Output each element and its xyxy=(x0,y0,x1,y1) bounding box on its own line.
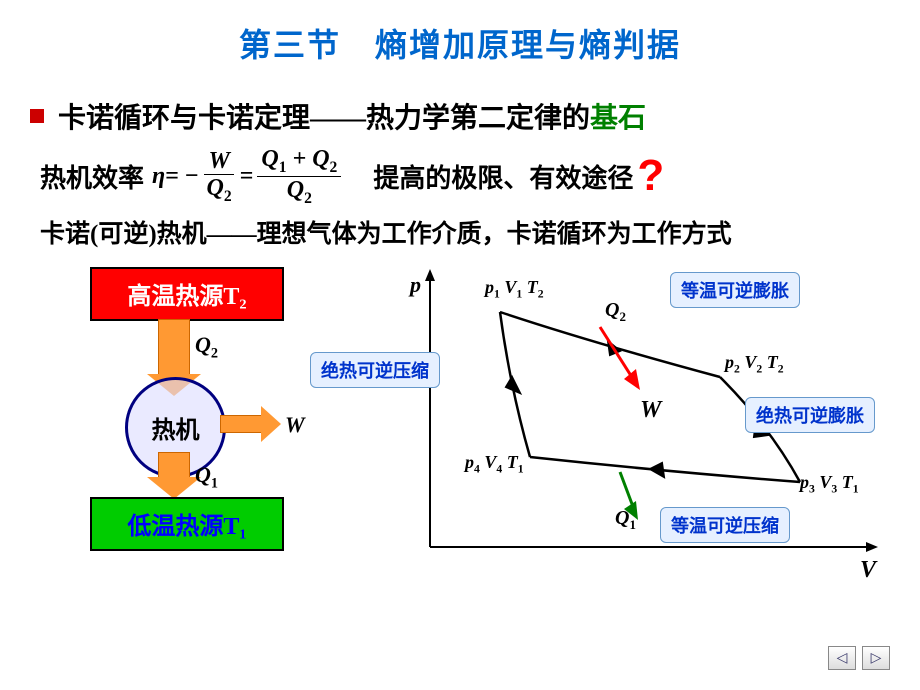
line1-highlight: 基石 xyxy=(590,103,646,134)
axis-label-v: V xyxy=(860,557,876,584)
label-q2: Q2 xyxy=(195,332,218,362)
reservoir-diagram: 高温热源T₂ 热机 低温热源T₁ Q2 Q1 W xyxy=(30,257,370,567)
frac2: Q1 + Q2 Q2 xyxy=(257,146,341,207)
point-2: p2 V2 T2 xyxy=(725,352,784,376)
q2-arrow-head xyxy=(624,369,640,390)
frac2-num: Q1 + Q2 xyxy=(257,146,341,177)
callout-adiabatic-compress: 绝热可逆压缩 xyxy=(310,352,440,388)
arrow-q2 xyxy=(158,319,190,379)
efficiency-formula: η = − W Q2 = Q1 + Q2 Q2 xyxy=(152,146,345,207)
callout-isothermal-expand: 等温可逆膨胀 xyxy=(670,272,800,308)
line1-a: 卡诺循环与卡诺定理——热力学第二定律的 xyxy=(58,103,590,134)
point-4: p4 V4 T1 xyxy=(465,452,524,476)
next-button[interactable]: ▷ xyxy=(862,646,890,670)
frac1-num: W xyxy=(204,148,233,175)
question-mark-icon: ? xyxy=(637,151,664,201)
frac1: W Q2 xyxy=(203,148,236,205)
label-q2-chart: Q2 xyxy=(605,299,626,325)
label-w: W xyxy=(285,412,305,438)
bullet-line-1: 卡诺循环与卡诺定理——热力学第二定律的基石 xyxy=(30,96,920,136)
prev-button[interactable]: ◁ xyxy=(828,646,856,670)
hot-reservoir: 高温热源T₂ xyxy=(90,267,284,321)
row-efficiency: 热机效率 η = − W Q2 = Q1 + Q2 Q2 提高的极限、有效途径 … xyxy=(40,146,920,207)
p-axis-arrow xyxy=(425,269,435,281)
point-1: p1 V1 T2 xyxy=(485,277,544,301)
eq2: = xyxy=(240,163,254,190)
dir-3-4 xyxy=(650,463,664,477)
frac1-den: Q2 xyxy=(203,175,236,205)
q-sub: 2 xyxy=(224,188,232,205)
frac2-den: Q2 xyxy=(283,177,316,207)
q2-arrow xyxy=(600,327,635,382)
nav-buttons: ◁ ▷ xyxy=(828,646,890,670)
line1-text: 卡诺循环与卡诺定理——热力学第二定律的基石 xyxy=(58,96,646,136)
eta: η xyxy=(152,163,165,190)
point-3: p3 V3 T1 xyxy=(800,472,859,496)
arrow-q1 xyxy=(158,452,190,482)
label-w-center: W xyxy=(640,397,661,424)
page-title: 第三节 熵增加原理与熵判据 xyxy=(0,0,920,66)
q-sym: Q xyxy=(207,175,224,201)
eq1: = − xyxy=(165,163,198,190)
bullet-icon xyxy=(30,109,44,123)
main-diagrams: 高温热源T₂ 热机 低温热源T₁ Q2 Q1 W xyxy=(0,257,920,597)
arrow-w xyxy=(220,415,264,433)
row-carnot-desc: 卡诺(可逆)热机——理想气体为工作介质，卡诺循环为工作方式 xyxy=(40,217,880,252)
v-axis-arrow xyxy=(866,542,878,552)
row2-text: 提高的极限、有效途径 xyxy=(373,158,633,195)
cold-reservoir: 低温热源T₁ xyxy=(90,497,284,551)
pv-diagram: p V p1 V1 T2 p2 V2 T2 p3 V3 T1 p4 V4 T1 … xyxy=(370,257,890,597)
axis-label-p: p xyxy=(410,272,421,298)
dir-4-1 xyxy=(506,377,520,393)
callout-isothermal-compress: 等温可逆压缩 xyxy=(660,507,790,543)
callout-adiabatic-expand: 绝热可逆膨胀 xyxy=(745,397,875,433)
label-q1: Q1 xyxy=(195,462,218,492)
row2-label: 热机效率 xyxy=(40,158,144,195)
label-q1-chart: Q1 xyxy=(615,507,636,533)
